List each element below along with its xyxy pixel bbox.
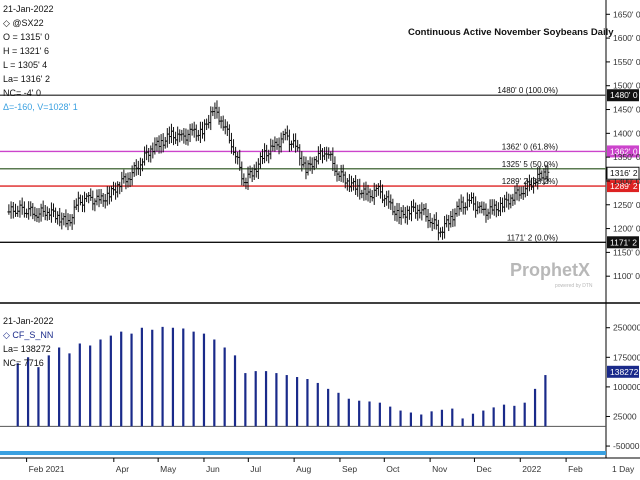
price-tick-label: 1500' 0: [613, 81, 640, 91]
fib-tag: 1362' 0: [607, 145, 639, 158]
x-tick-label: Sep: [342, 464, 357, 474]
last-volume-label: 138272: [610, 367, 639, 377]
price-tick-label: 1150' 0: [613, 247, 640, 257]
volume-tick-label: 100000: [613, 382, 640, 392]
lower-info-last: La= 138272: [3, 344, 51, 354]
info-low: L = 1305' 4: [3, 60, 48, 70]
fib-label: 1325' 5 (50.0%): [502, 160, 559, 169]
fib-tag-box: [607, 236, 639, 249]
watermark: ProphetX powered by DTN: [510, 260, 593, 289]
fib-tag-box: [607, 180, 639, 193]
price-tick-label: 1300' 0: [613, 176, 640, 186]
x-tick-label: Jul: [250, 464, 261, 474]
fib-label: 1480' 0 (100.0%): [497, 86, 558, 95]
price-tick-label: 1350' 0: [613, 152, 640, 162]
price-tick-label: 1450' 0: [613, 105, 640, 115]
volume-tick-label: 175000: [613, 352, 640, 362]
fib-tag: 1171' 2: [607, 236, 639, 249]
x-tick-label: Feb 2021: [29, 464, 65, 474]
fib-tag-label: 1171' 2: [610, 237, 637, 247]
timeframe-label: 1 Day: [612, 464, 635, 474]
x-tick-label: Feb: [568, 464, 583, 474]
lower-info-net-change: NC= 7716: [3, 358, 44, 368]
x-axis: Feb 2021 Apr May Jun Jul Aug Sep Oct Nov Dec 2022 F…: [0, 451, 640, 474]
info-last: La= 1316' 2: [3, 74, 51, 84]
price-tick-label: 1600' 0: [613, 33, 640, 43]
price-tick-label: 1550' 0: [613, 57, 640, 67]
price-panel: 1480' 0 (100.0%) 1480' 0 1362' 0 (61.8%) 13…: [0, 0, 640, 458]
last-volume-box: [607, 365, 639, 378]
fib-tag: 1480' 0: [607, 89, 639, 102]
fib-label: 1362' 0 (61.8%): [502, 142, 559, 151]
last-volume-tag: 138272: [607, 365, 639, 378]
x-tick-label: Jun: [206, 464, 220, 474]
x-tick-label: May: [160, 464, 177, 474]
lower-info-date: 21-Jan-2022: [3, 316, 54, 326]
x-tick-label: Nov: [432, 464, 448, 474]
volume-panel: -50000 25000 100000 175000 250000 138272: [0, 323, 640, 451]
info-date: 21-Jan-2022: [3, 4, 54, 14]
watermark-brand: ProphetX: [510, 260, 590, 280]
price-tick-label: 1200' 0: [613, 224, 640, 234]
info-net-change: NC= -4' 0: [3, 88, 41, 98]
last-price-box: [606, 166, 640, 180]
fib-tag-label: 1480' 0: [610, 90, 638, 100]
x-tick-label: Aug: [296, 464, 311, 474]
price-bar: [546, 165, 550, 184]
fib-tag-box: [607, 89, 639, 102]
fib-tag-label: 1362' 0: [610, 146, 638, 156]
last-price-label: 1316' 2: [610, 168, 638, 178]
x-tick-label: 2022: [522, 464, 541, 474]
fib-tag-label: 1289' 2: [610, 181, 638, 191]
price-tick-label: 1100' 0: [613, 271, 640, 281]
lower-info-symbol[interactable]: ◇ CF_S_NN: [3, 330, 54, 340]
info-open: O = 1315' 0: [3, 32, 50, 42]
volume-tick-label: -50000: [613, 441, 640, 451]
info-delta: Δ=-160, V=1028' 1: [3, 102, 78, 112]
upper-info: 21-Jan-2022 ◇ @SX22 O = 1315' 0 H = 1321…: [3, 2, 78, 114]
fib-tag-box: [607, 145, 639, 158]
x-tick-label: Dec: [476, 464, 492, 474]
fib-tag: 1289' 2: [607, 180, 639, 193]
price-tick-label: 1650' 0: [613, 9, 640, 19]
volume-tick-label: 250000: [613, 323, 640, 333]
volume-tick-label: 25000: [613, 411, 637, 421]
info-high: H = 1321' 6: [3, 46, 50, 56]
chart-title: Continuous Active November Soybeans Dail…: [408, 27, 614, 38]
info-symbol[interactable]: ◇ @SX22: [3, 18, 44, 28]
price-tick-label: 1400' 0: [613, 128, 640, 138]
watermark-sub: powered by DTN: [555, 283, 593, 289]
price-tick-label: 1250' 0: [613, 200, 640, 210]
fib-label: 1171' 2 (0.0%): [507, 233, 559, 242]
last-price-tag: 1316' 2: [606, 166, 640, 180]
scroll-strip: [0, 451, 606, 455]
x-tick-label: Oct: [386, 464, 400, 474]
x-tick-label: Apr: [116, 464, 129, 474]
fib-label: 1289' 2 (38.2%): [502, 177, 559, 186]
lower-info: 21-Jan-2022 ◇ CF_S_NN La= 138272 NC= 771…: [3, 314, 54, 370]
